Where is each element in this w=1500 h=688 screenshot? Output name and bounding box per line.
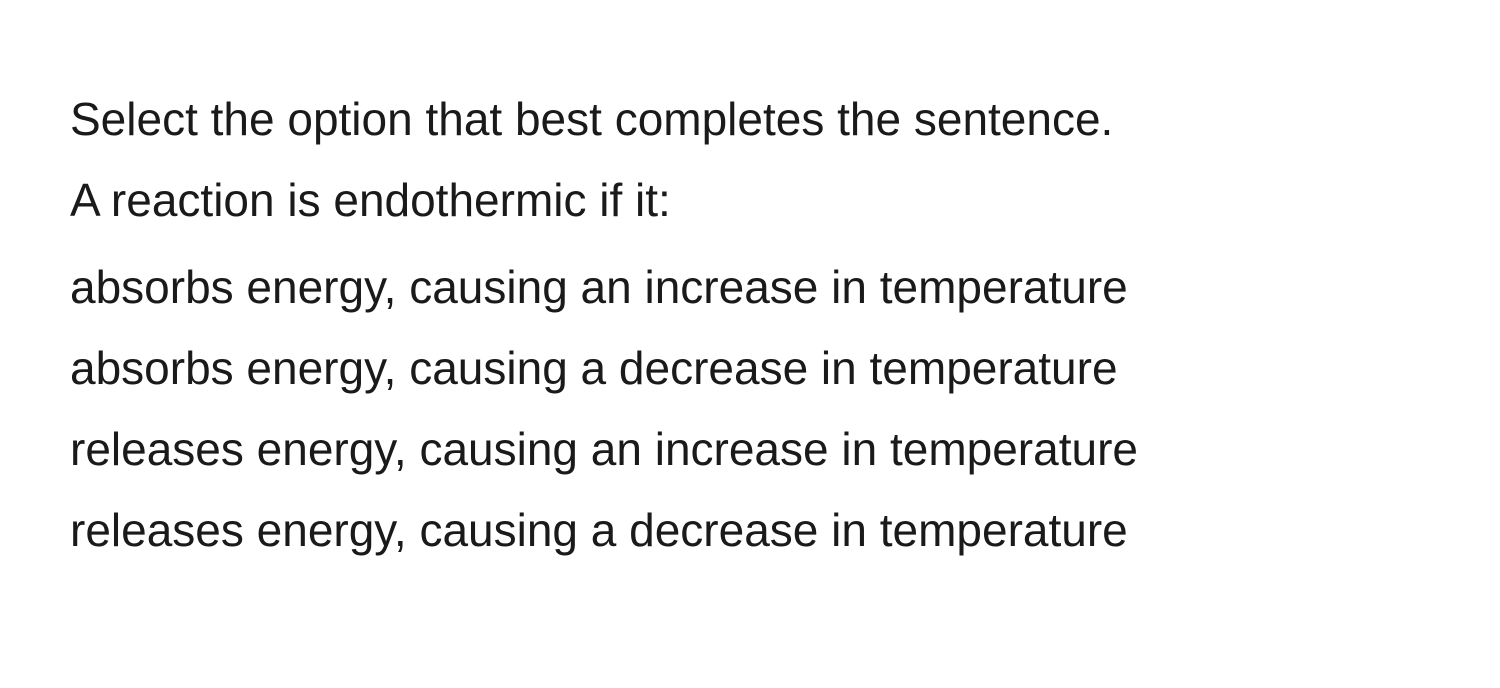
answer-option[interactable]: absorbs energy, causing an increase in t…: [70, 253, 1430, 322]
question-prompt: Select the option that best completes th…: [70, 85, 1430, 154]
answer-option[interactable]: releases energy, causing an increase in …: [70, 415, 1430, 484]
question-stem: A reaction is endothermic if it:: [70, 166, 1430, 235]
answer-option[interactable]: releases energy, causing a decrease in t…: [70, 496, 1430, 565]
answer-option[interactable]: absorbs energy, causing a decrease in te…: [70, 334, 1430, 403]
